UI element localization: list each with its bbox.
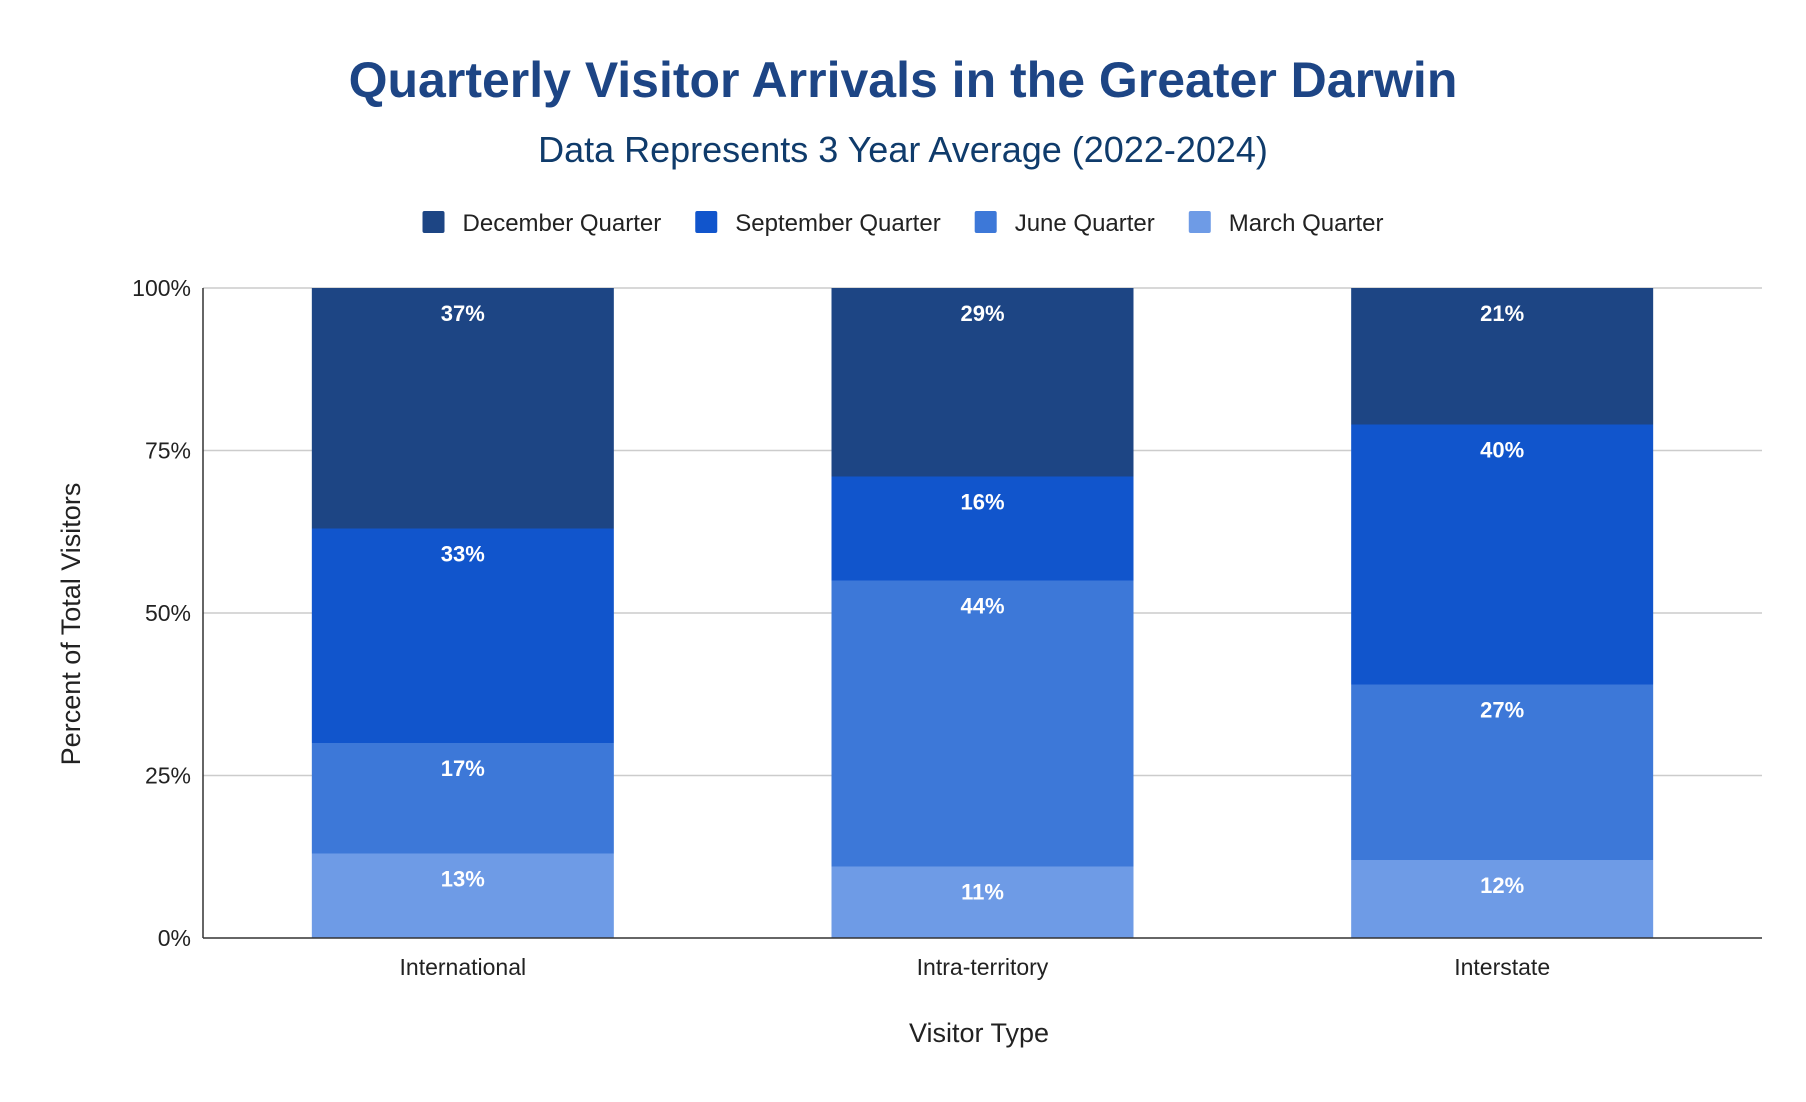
bar-segment-september-quarter <box>311 528 614 743</box>
data-label: 12% <box>1480 873 1524 898</box>
legend-label: June Quarter <box>1015 210 1155 237</box>
bar-segment-september-quarter <box>1351 424 1654 685</box>
bar-segment-september-quarter <box>831 476 1134 581</box>
data-label: 16% <box>960 490 1004 515</box>
legend-label: September Quarter <box>735 210 940 237</box>
x-tick-label: International <box>400 954 527 980</box>
bar-segment-december-quarter <box>311 288 614 529</box>
x-tick-label: Intra-territory <box>917 954 1049 980</box>
legend-swatch <box>422 211 445 233</box>
legend-swatch <box>974 211 997 233</box>
data-label: 13% <box>441 867 485 892</box>
y-axis-title: Percent of Total Visitors <box>56 483 86 766</box>
data-label: 33% <box>441 542 485 567</box>
data-label: 37% <box>441 301 485 326</box>
data-label: 21% <box>1480 301 1524 326</box>
data-label: 40% <box>1480 438 1524 463</box>
bar-segment-june-quarter <box>1351 684 1654 860</box>
data-label: 44% <box>960 594 1004 619</box>
legend-swatch <box>1188 211 1211 233</box>
legend-item: September Quarter <box>695 210 941 237</box>
legend-item: December Quarter <box>422 210 662 237</box>
x-axis-title: Visitor Type <box>909 1018 1049 1048</box>
bar-segment-march-quarter <box>311 853 614 938</box>
bar-segment-march-quarter <box>831 866 1134 938</box>
data-label: 11% <box>961 880 1004 905</box>
y-tick-label: 50% <box>145 600 191 626</box>
data-label: 29% <box>960 301 1004 326</box>
chart-subtitle: Data Represents 3 Year Average (2022-202… <box>538 129 1268 170</box>
bar-segment-march-quarter <box>1351 860 1654 938</box>
legend-label: March Quarter <box>1229 210 1384 237</box>
y-tick-label: 100% <box>132 275 191 301</box>
legend-item: March Quarter <box>1188 210 1384 237</box>
bars-group: 13% 17% 33% 37% 11% 44% 16% 29% 12% 27% 40% 21% <box>311 288 1654 938</box>
legend-swatch <box>695 211 718 233</box>
y-tick-label: 75% <box>145 438 191 464</box>
data-label: 17% <box>441 756 485 781</box>
bar-segment-december-quarter <box>1351 288 1654 425</box>
bar-segment-june-quarter <box>311 743 614 854</box>
legend-item: June Quarter <box>974 210 1155 237</box>
axes-group: 0% 25% 50% 75% 100% International Intra-territ… <box>132 275 1762 980</box>
y-tick-label: 0% <box>158 925 191 951</box>
chart-legend: December Quarter September Quarter June Qu… <box>422 210 1384 237</box>
bar-segment-december-quarter <box>831 288 1134 477</box>
legend-label: December Quarter <box>463 210 662 237</box>
data-label: 27% <box>1480 698 1524 723</box>
bar-segment-june-quarter <box>831 580 1134 867</box>
x-tick-label: Interstate <box>1454 954 1550 980</box>
chart-title: Quarterly Visitor Arrivals in the Greate… <box>349 52 1458 108</box>
y-tick-label: 25% <box>145 763 191 789</box>
